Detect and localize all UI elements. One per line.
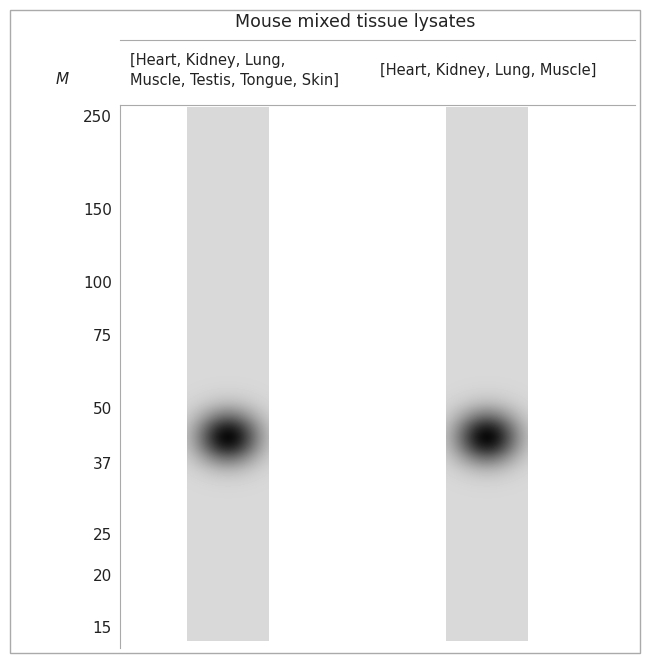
Text: 20: 20	[93, 569, 112, 583]
Text: M: M	[55, 72, 68, 88]
Text: 100: 100	[83, 276, 112, 292]
Text: [Heart, Kidney, Lung, Muscle]: [Heart, Kidney, Lung, Muscle]	[380, 62, 597, 78]
Text: 250: 250	[83, 110, 112, 125]
Text: Muscle, Testis, Tongue, Skin]: Muscle, Testis, Tongue, Skin]	[130, 72, 339, 88]
Text: 50: 50	[93, 402, 112, 417]
Text: [Heart, Kidney, Lung,: [Heart, Kidney, Lung,	[130, 52, 285, 68]
Text: 37: 37	[92, 457, 112, 472]
Text: Mouse mixed tissue lysates: Mouse mixed tissue lysates	[235, 13, 475, 31]
Text: 25: 25	[93, 528, 112, 543]
Text: 15: 15	[93, 621, 112, 636]
Text: 150: 150	[83, 203, 112, 218]
Bar	[446, 107, 528, 641]
Text: 75: 75	[93, 329, 112, 343]
Bar	[187, 107, 269, 641]
